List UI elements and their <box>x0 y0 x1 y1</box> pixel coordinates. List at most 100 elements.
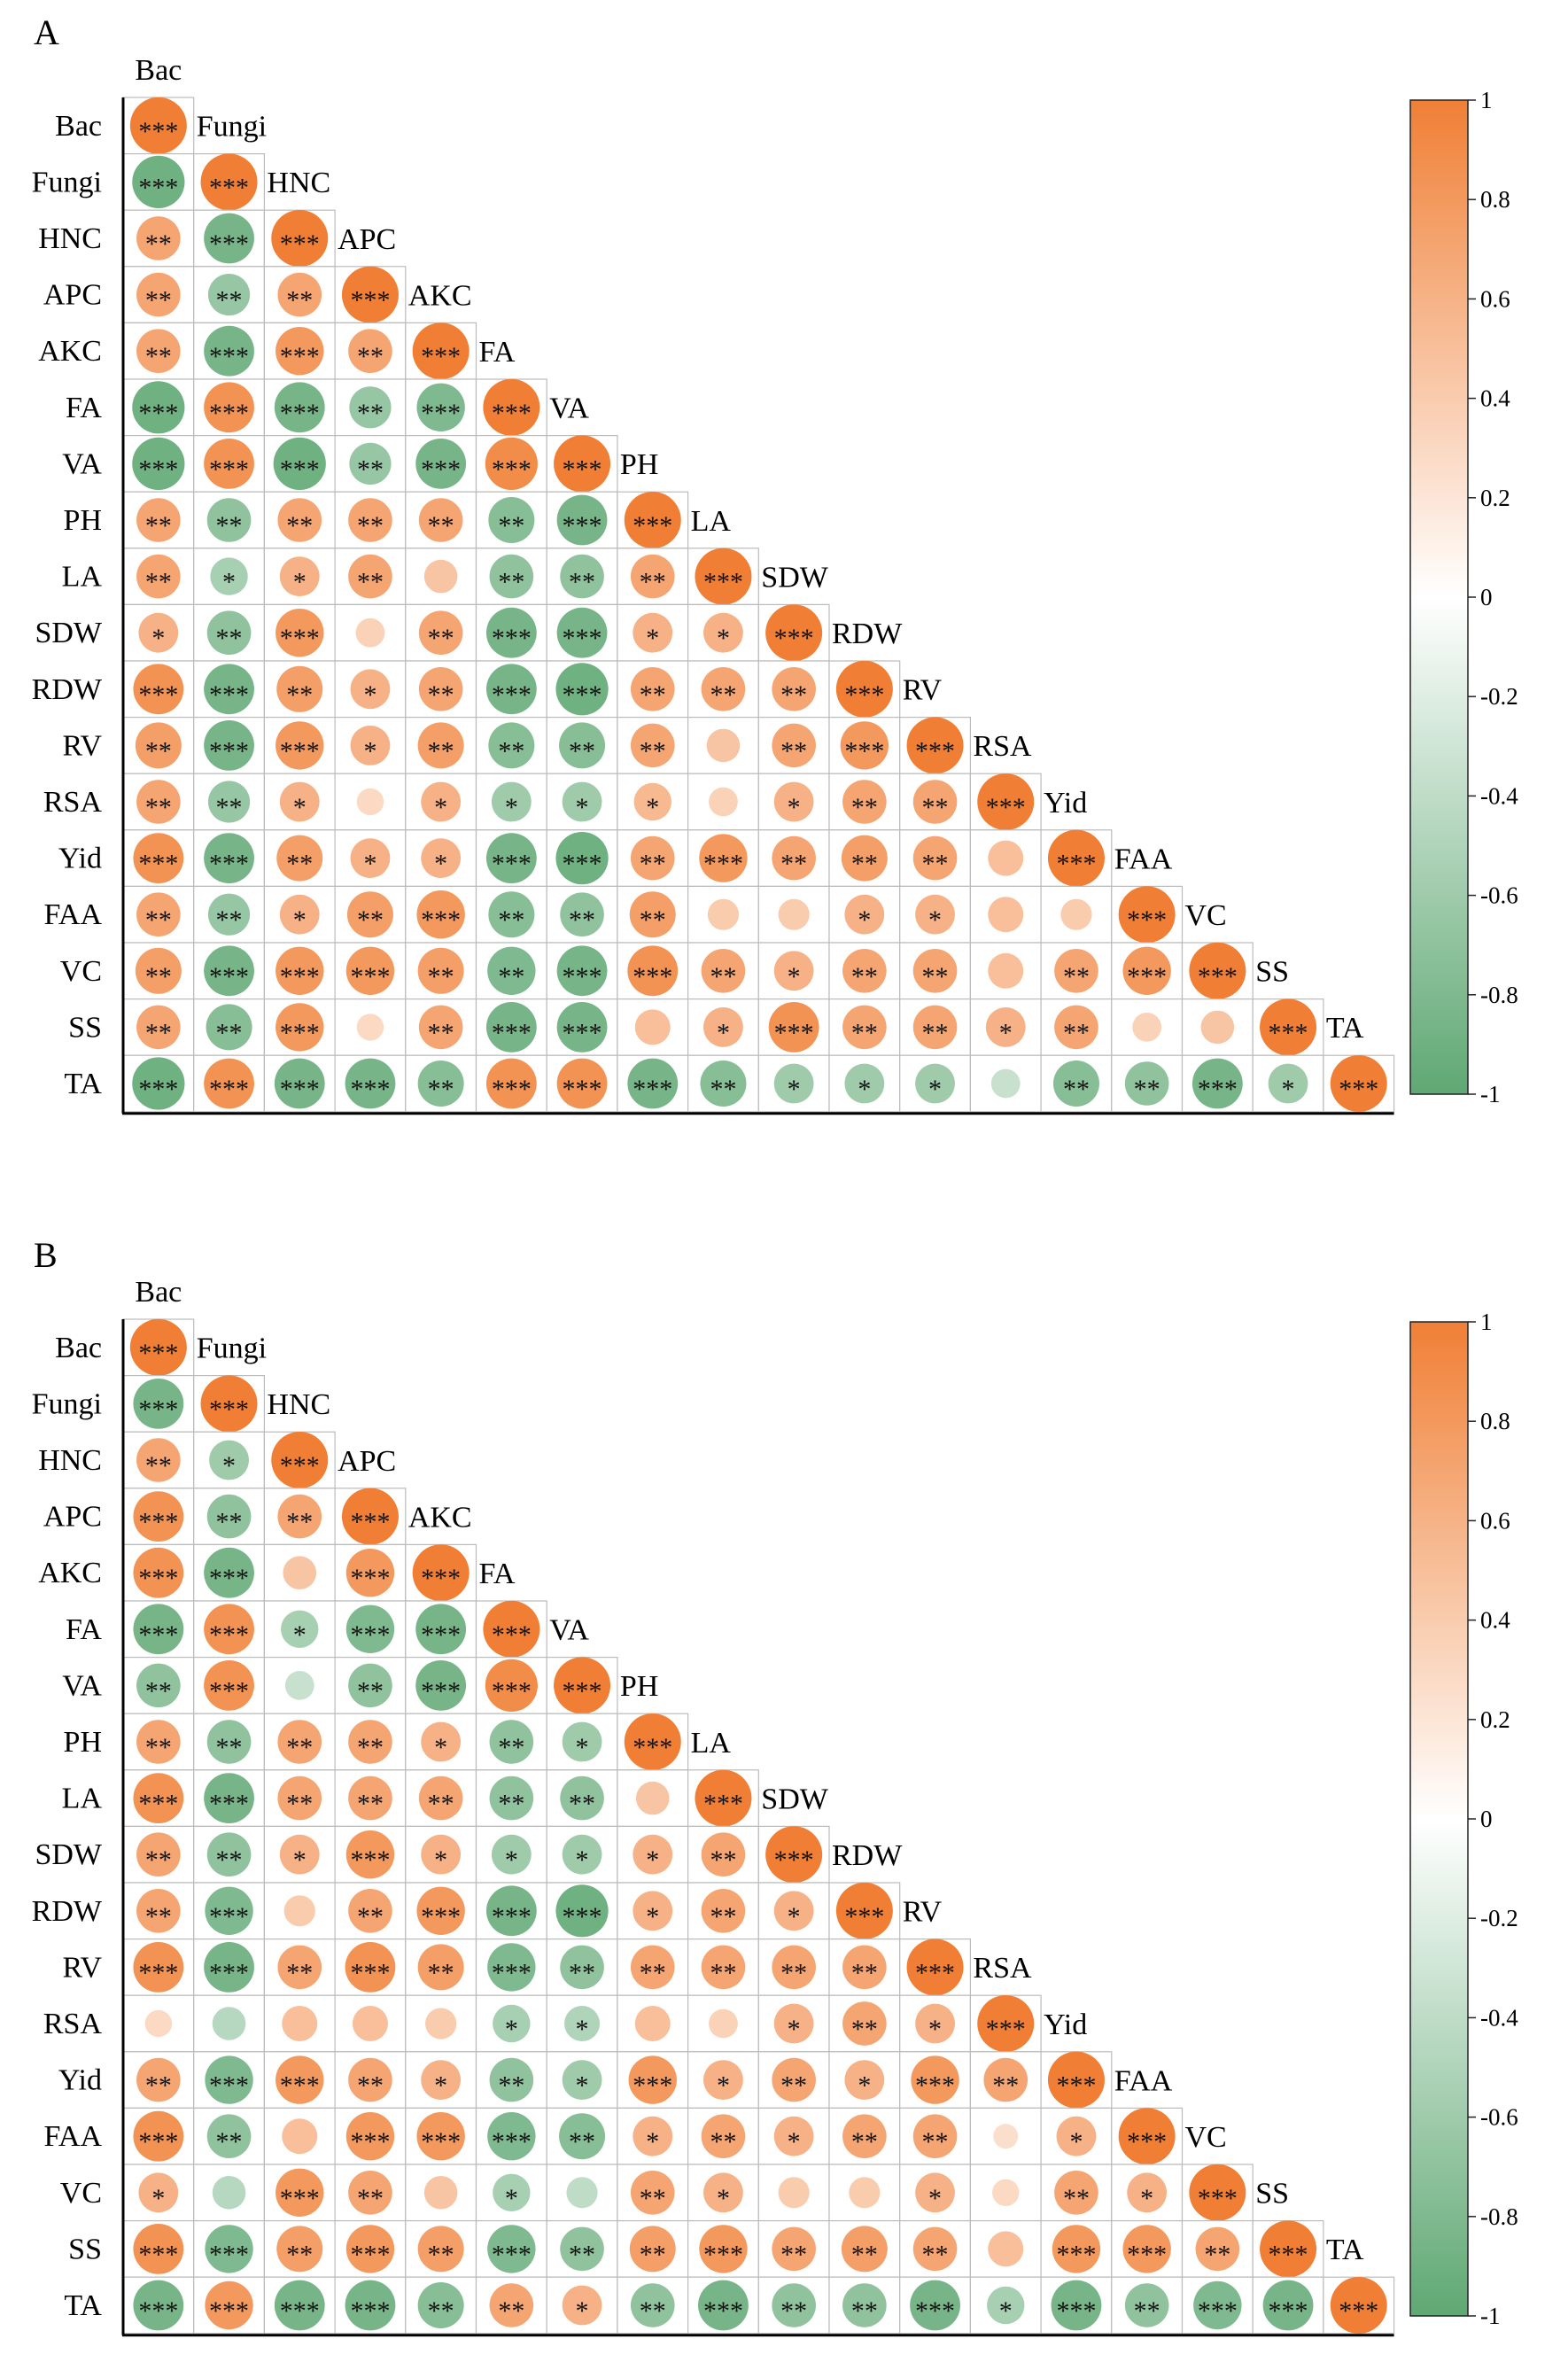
correlation-dot <box>990 1068 1021 1099</box>
correlation-dot <box>1124 1061 1169 1106</box>
correlation-dot <box>485 1885 537 1937</box>
correlation-dot <box>132 381 185 434</box>
correlation-dot <box>701 2114 746 2158</box>
correlation-dot <box>345 2225 395 2273</box>
correlation-dot <box>348 1720 392 1764</box>
correlation-dot <box>1052 2225 1101 2273</box>
correlation-dot <box>562 2285 602 2326</box>
significance-stars: ** <box>216 1845 243 1875</box>
significance-stars: ** <box>851 1958 878 1987</box>
significance-stars: ** <box>357 905 384 935</box>
correlation-dot <box>204 1058 254 1109</box>
significance-stars: *** <box>209 962 249 991</box>
significance-stars: *** <box>138 1339 178 1368</box>
significance-stars: * <box>576 1733 589 1762</box>
significance-stars: *** <box>138 117 178 146</box>
significance-stars: * <box>717 2184 730 2213</box>
correlation-dot <box>356 788 384 816</box>
correlation-dot <box>1122 946 1171 996</box>
correlation-dot <box>993 2124 1019 2149</box>
significance-stars: ** <box>216 286 243 315</box>
significance-stars: ** <box>851 962 878 991</box>
significance-stars: ** <box>498 962 524 991</box>
correlation-dot <box>703 2060 743 2101</box>
correlation-dot <box>418 610 463 655</box>
significance-stars: *** <box>492 1620 532 1650</box>
correlation-dot <box>274 1058 325 1109</box>
significance-stars: * <box>999 2296 1013 2326</box>
correlation-dot <box>765 1826 823 1884</box>
correlation-dot <box>281 1610 319 1649</box>
significance-stars: *** <box>280 2071 320 2101</box>
significance-stars: *** <box>350 2127 390 2156</box>
column-label: Fungi <box>197 1333 267 1365</box>
correlation-dot <box>629 2226 676 2273</box>
column-label: HNC <box>267 1388 330 1421</box>
correlation-dot <box>773 951 814 991</box>
significance-stars: *** <box>1127 2240 1167 2269</box>
row-label: FA <box>66 392 102 424</box>
significance-stars: *** <box>280 2184 320 2213</box>
correlation-dot <box>483 1600 540 1658</box>
correlation-dot <box>1260 998 1317 1056</box>
correlation-dot <box>555 1884 609 1938</box>
legend-tick-label: -0.8 <box>1480 2203 1518 2230</box>
correlation-dot <box>773 2116 814 2156</box>
correlation-dot <box>418 498 463 542</box>
correlation-dot <box>136 1005 181 1050</box>
significance-stars: * <box>788 793 801 822</box>
correlation-dot <box>206 498 252 542</box>
correlation-dot <box>633 2116 673 2156</box>
significance-stars: ** <box>216 1508 243 1537</box>
significance-stars: ** <box>640 2184 666 2213</box>
significance-stars: ** <box>216 1733 243 1762</box>
correlation-dot <box>985 1007 1026 1047</box>
correlation-dot <box>915 1063 955 1104</box>
correlation-dot <box>772 2283 816 2327</box>
significance-stars: *** <box>492 2127 532 2156</box>
row-label: VC <box>60 955 102 988</box>
column-label: AKC <box>408 1501 472 1534</box>
significance-stars: ** <box>286 286 313 315</box>
significance-stars: *** <box>280 455 320 484</box>
correlation-dot <box>133 1379 184 1429</box>
correlation-dot <box>1054 2171 1098 2215</box>
significance-stars: * <box>858 1075 871 1104</box>
significance-stars: ** <box>357 455 384 484</box>
significance-stars: ** <box>357 568 384 597</box>
correlation-dot <box>489 2057 534 2102</box>
correlation-dot <box>844 894 885 935</box>
correlation-dot <box>841 2226 888 2273</box>
significance-stars: *** <box>633 2071 672 2101</box>
column-label: Yid <box>1044 2008 1087 2041</box>
significance-stars: *** <box>1127 2127 1167 2156</box>
significance-stars: *** <box>138 1508 178 1537</box>
significance-stars: * <box>576 1845 589 1875</box>
significance-stars: ** <box>428 624 454 653</box>
correlation-dot <box>350 669 391 710</box>
significance-stars: * <box>1140 2184 1153 2213</box>
legend-tick-label: -1 <box>1480 1081 1501 1107</box>
significance-stars: *** <box>633 511 672 540</box>
significance-stars: *** <box>350 286 390 315</box>
color-legend-bar <box>1409 99 1469 1095</box>
significance-stars: ** <box>710 962 736 991</box>
correlation-dot <box>1189 2164 1246 2221</box>
column-label: Yid <box>1044 787 1087 820</box>
correlation-dot <box>1189 942 1246 999</box>
significance-stars: *** <box>209 680 249 710</box>
correlation-dot <box>562 2060 602 2101</box>
significance-stars: *** <box>563 1018 602 1047</box>
correlation-dot <box>915 2172 955 2213</box>
correlation-dot <box>423 2176 458 2210</box>
significance-stars: *** <box>774 1018 814 1047</box>
significance-stars: * <box>151 2184 165 2213</box>
significance-stars: ** <box>640 1958 666 1987</box>
correlation-dot <box>485 1659 538 1712</box>
significance-stars: ** <box>357 2184 384 2213</box>
correlation-dot <box>633 1891 673 1931</box>
correlation-dot <box>279 1834 320 1875</box>
significance-stars: *** <box>350 2240 390 2269</box>
significance-stars: ** <box>569 2240 595 2269</box>
significance-stars: *** <box>986 2015 1026 2044</box>
